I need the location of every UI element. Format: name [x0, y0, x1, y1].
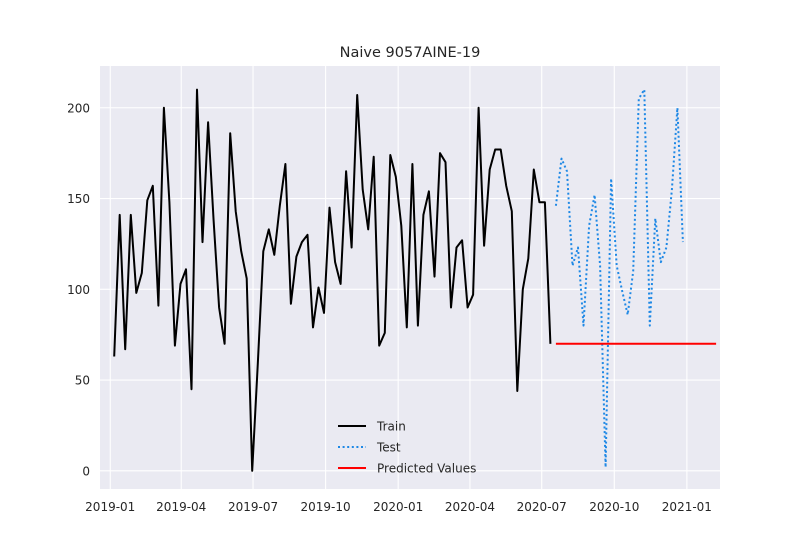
x-tick-label: 2020-01: [373, 500, 423, 514]
y-tick-label: 0: [82, 464, 90, 478]
x-tick-label: 2021-01: [662, 500, 712, 514]
x-tick-label: 2019-10: [301, 500, 351, 514]
chart-title: Naive 9057AINE-19: [340, 45, 481, 61]
y-tick-label: 100: [67, 283, 90, 297]
y-tick-label: 150: [67, 192, 90, 206]
x-tick-label: 2020-07: [517, 500, 567, 514]
x-tick-label: 2019-01: [85, 500, 135, 514]
y-tick-label: 50: [75, 374, 90, 388]
x-tick-label: 2020-10: [589, 500, 639, 514]
x-tick-label: 2019-04: [156, 500, 206, 514]
x-tick-label: 2019-07: [228, 500, 278, 514]
legend-label: Train: [376, 420, 406, 434]
legend-label: Test: [376, 441, 401, 455]
x-tick-label: 2020-04: [445, 500, 495, 514]
y-tick-label: 200: [67, 101, 90, 115]
legend-label: Predicted Values: [377, 462, 476, 476]
